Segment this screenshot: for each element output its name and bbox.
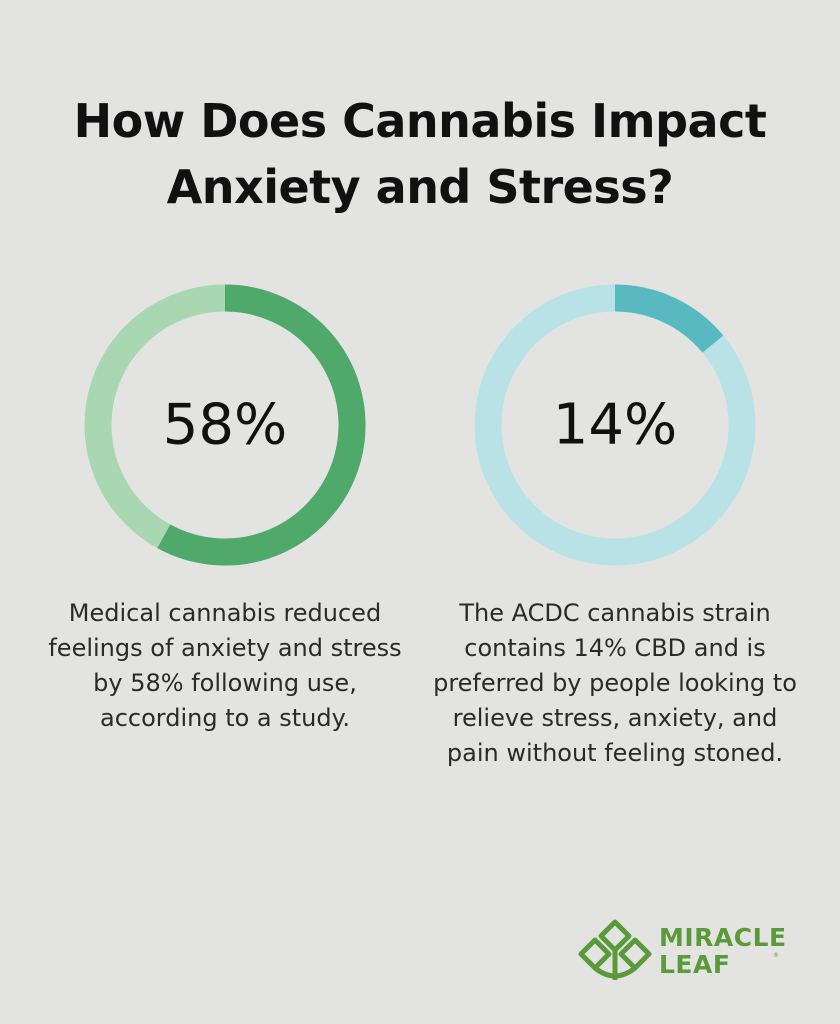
donut-1-filled-arc bbox=[157, 284, 366, 566]
donut-1-value-label: 58% bbox=[163, 393, 287, 458]
donut-chart-2-svg: 14% bbox=[474, 284, 756, 566]
logo-line-1: MIRACLE bbox=[659, 923, 787, 952]
title-line-2: Anxiety and Stress? bbox=[166, 160, 674, 214]
donut-2-value-label: 14% bbox=[553, 393, 677, 458]
donut-2-filled-arc bbox=[614, 284, 724, 353]
donut-chart-2: 14% bbox=[470, 280, 760, 570]
miracle-leaf-logo: MIRACLE LEAF ® bbox=[573, 918, 813, 984]
logo-line-2: LEAF bbox=[659, 950, 731, 979]
leaf-logo-icon bbox=[578, 919, 652, 980]
title-line-1: How Does Cannabis Impact bbox=[73, 94, 767, 148]
donut-1-caption: Medical cannabis reduced feelings of anx… bbox=[48, 599, 402, 732]
donut-chart-1: 58% bbox=[80, 280, 370, 570]
page-title: How Does Cannabis Impact Anxiety and Str… bbox=[0, 88, 840, 220]
logo-wordmark: MIRACLE LEAF bbox=[659, 924, 787, 978]
logo-registered-mark: ® bbox=[773, 952, 779, 959]
donut-chart-1-svg: 58% bbox=[84, 284, 366, 566]
donut-2-caption: The ACDC cannabis strain contains 14% CB… bbox=[433, 599, 797, 767]
